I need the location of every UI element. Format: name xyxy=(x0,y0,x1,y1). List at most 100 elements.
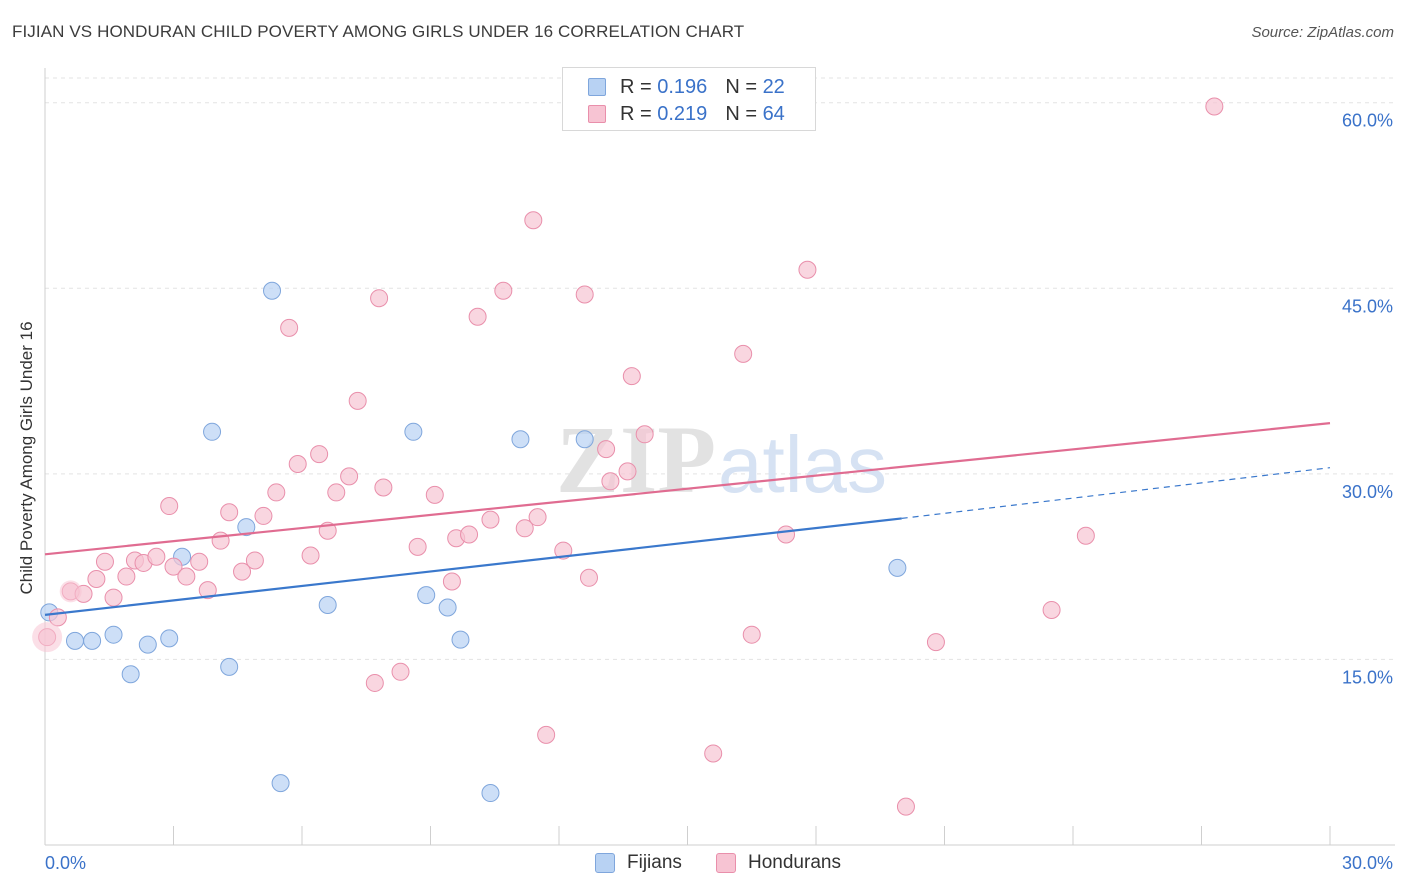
legend-n-label: N = xyxy=(725,75,757,98)
x-tick-label: 0.0% xyxy=(45,853,86,873)
honduran-point xyxy=(340,467,359,486)
honduran-point xyxy=(524,211,543,230)
axes xyxy=(44,68,1395,846)
fijian-point xyxy=(203,422,222,441)
honduran-point xyxy=(481,510,500,529)
fijian-point xyxy=(160,629,179,648)
fijian-point xyxy=(220,657,239,676)
honduran-point xyxy=(147,547,166,566)
honduran-point xyxy=(370,289,389,308)
honduran-point xyxy=(635,425,654,444)
honduran-trend-line xyxy=(44,422,1331,556)
honduran-point xyxy=(537,725,556,744)
honduran-point xyxy=(160,497,179,516)
fijians-swatch xyxy=(588,78,606,96)
trend-lines xyxy=(44,422,1331,616)
watermark: ZIP atlas xyxy=(556,406,887,513)
honduran-point xyxy=(622,367,641,386)
honduran-point xyxy=(177,567,196,586)
honduran-point xyxy=(515,519,534,538)
honduran-point xyxy=(391,662,410,681)
honduran-point xyxy=(327,483,346,502)
honduran-point xyxy=(1205,97,1224,116)
honduran-point xyxy=(374,478,393,497)
honduran-point xyxy=(468,307,487,326)
legend-r-label: R = xyxy=(620,75,652,98)
fijian-point xyxy=(481,784,500,803)
honduran-point xyxy=(365,673,384,692)
legend-r-label: R = xyxy=(620,102,652,125)
x-tick-label: 30.0% xyxy=(1342,853,1393,873)
legend: R = 0.196 N = 22 R = 0.219 N = 64 xyxy=(562,67,816,131)
fijian-trend-extension xyxy=(901,467,1331,520)
honduran-point xyxy=(190,552,209,571)
series-legend-fijians: Fijians xyxy=(595,852,682,874)
honduran-point xyxy=(425,485,444,504)
fijian-point xyxy=(65,631,84,650)
fijian-point xyxy=(104,625,123,644)
y-tick-label: 30.0% xyxy=(1342,482,1393,502)
fijian-point xyxy=(121,665,140,684)
honduran-point xyxy=(164,557,183,576)
honduran-point xyxy=(348,391,367,410)
hondurans-swatch xyxy=(588,105,606,123)
fijian-point xyxy=(237,518,256,537)
honduran-point xyxy=(233,562,252,581)
legend-n-value: 22 xyxy=(762,75,785,98)
tick-labels: 15.0% 30.0% 45.0% 60.0% 0.0% 30.0% xyxy=(45,111,1393,873)
honduran-point xyxy=(310,445,329,464)
fijian-point xyxy=(888,558,907,577)
fijian-point xyxy=(417,586,436,605)
fijian-point xyxy=(138,635,157,654)
fijian-trend-line xyxy=(44,517,902,616)
honduran-point xyxy=(777,525,796,544)
honduran-point xyxy=(597,440,616,459)
honduran-point xyxy=(254,506,273,525)
fijian-point xyxy=(263,281,282,300)
data-points xyxy=(32,97,1224,816)
series-legend: Fijians Hondurans xyxy=(0,852,1406,878)
honduran-point xyxy=(494,281,513,300)
honduran-point xyxy=(104,588,123,607)
honduran-point xyxy=(579,568,598,587)
honduran-point xyxy=(601,472,620,491)
source-label: Source: ZipAtlas.com xyxy=(1251,24,1394,41)
honduran-point xyxy=(280,318,299,337)
watermark-zip: ZIP xyxy=(556,406,716,513)
honduran-point xyxy=(742,625,761,644)
legend-n-label: N = xyxy=(725,102,757,125)
y-tick-label: 45.0% xyxy=(1342,296,1393,316)
hondurans-legend-label: Hondurans xyxy=(748,852,841,873)
honduran-point xyxy=(528,508,547,527)
honduran-point xyxy=(704,744,723,763)
honduran-point xyxy=(408,537,427,556)
honduran-point-cluster xyxy=(32,622,63,653)
fijian-point xyxy=(575,430,594,449)
fijians-legend-swatch xyxy=(595,853,615,873)
hondurans-legend-swatch xyxy=(716,853,736,873)
honduran-point xyxy=(87,570,106,589)
fijian-point xyxy=(404,422,423,441)
fijian-point xyxy=(271,774,290,793)
fijian-point xyxy=(318,596,337,615)
honduran-point xyxy=(95,552,114,571)
y-axis-label: Child Poverty Among Girls Under 16 xyxy=(17,321,36,594)
honduran-point xyxy=(460,525,479,544)
fijian-point xyxy=(438,598,457,617)
honduran-point xyxy=(618,462,637,481)
honduran-point xyxy=(1042,600,1061,619)
series-legend-hondurans: Hondurans xyxy=(716,852,841,874)
fijians-legend-label: Fijians xyxy=(627,852,682,873)
legend-row-fijians: R = 0.196 N = 22 xyxy=(588,75,785,99)
honduran-point xyxy=(198,581,217,600)
fijian-point xyxy=(83,631,102,650)
honduran-point xyxy=(1076,526,1095,545)
honduran-point xyxy=(926,633,945,652)
legend-r-value: 0.196 xyxy=(657,75,708,98)
legend-n-value: 64 xyxy=(762,102,785,125)
honduran-point xyxy=(245,551,264,570)
honduran-point xyxy=(554,541,573,560)
honduran-point xyxy=(575,285,594,304)
honduran-point xyxy=(442,572,461,591)
